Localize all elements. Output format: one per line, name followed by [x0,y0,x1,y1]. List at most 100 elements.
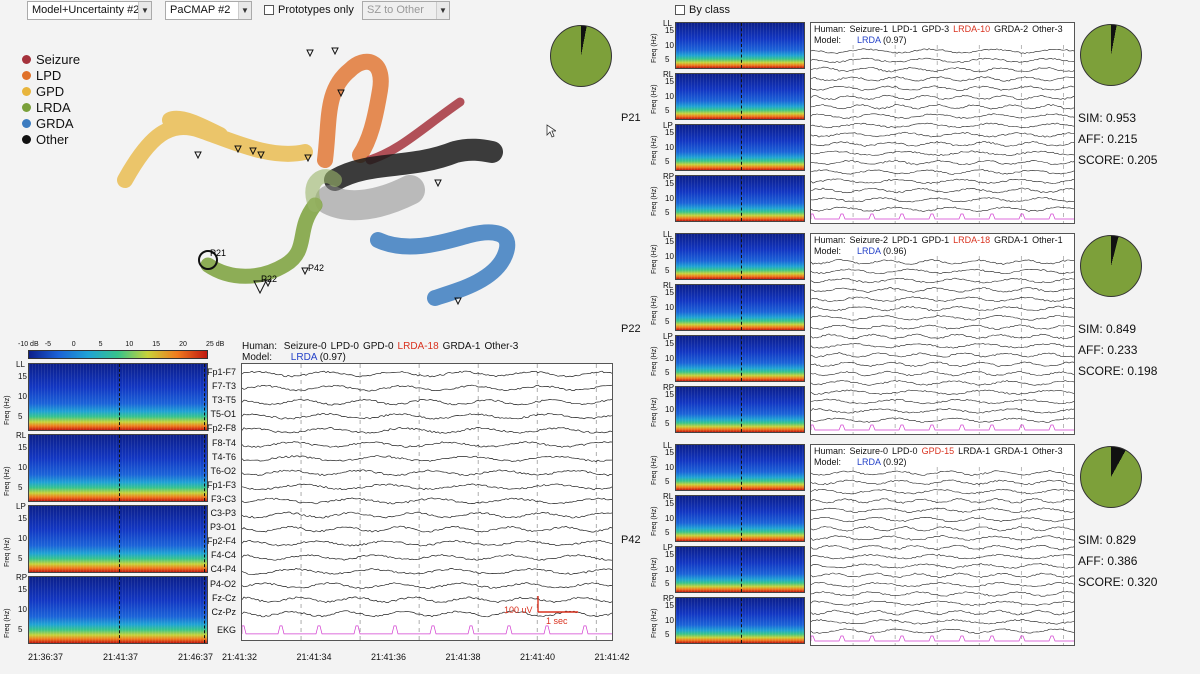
prototype-pie-chart [1080,446,1142,508]
colorbar-tick: 15 [152,341,161,348]
checkbox-box[interactable] [675,5,685,15]
eeg-trace [811,563,1074,569]
colorbar-tick: 0 [71,341,76,348]
sim-value: SIM: 0.953 [1078,111,1137,125]
eeg-trace [811,398,1074,405]
chevron-down-icon[interactable]: ▼ [238,2,251,19]
prototype-spectrogram [675,284,805,331]
model-label: Model: [814,35,842,45]
legend-label: GPD [36,83,65,99]
region-label: LP [663,332,673,341]
channel-label: P4-O2 [209,578,236,589]
freq-axis-label: Freq (Hz) [651,33,658,63]
prototypes-only-checkbox[interactable]: Prototypes only [264,4,354,16]
main-spectrogram [28,363,208,431]
region-label: RP [16,573,28,582]
channel-label: C4-P4 [210,564,236,575]
sz-select[interactable]: SZ to Other ▼ [362,1,450,20]
ekg-trace [811,213,1074,220]
freq-axis-label: Freq (Hz) [651,84,658,114]
channel-label: T6-O2 [210,465,236,476]
prototype-spectrogram [675,597,805,644]
cursor-line [741,547,742,592]
chevron-down-icon[interactable]: ▼ [436,2,449,19]
main-pie-chart [550,25,612,87]
eeg-trace [811,417,1074,423]
vote-count: GPD-1 [921,235,950,245]
eeg-trace [811,380,1074,386]
eeg-trace [242,483,612,491]
prototype-eeg-plot[interactable]: Human: Seizure-1 LPD-1 GPD-3 LRDA-10 GRDA-2 Ot… [810,22,1075,224]
freq-axis-label: Freq (Hz) [651,346,658,376]
map-select[interactable]: PaCMAP #2 ▼ [165,1,252,20]
vote-count: GRDA-1 [994,235,1029,245]
main-eeg-plot[interactable]: 100 uV 1 sec [241,363,613,641]
cursor-line [741,74,742,119]
eeg-trace [811,535,1074,541]
chevron-down-icon[interactable]: ▼ [138,2,151,19]
eeg-trace [811,479,1074,486]
human-label: Human: [814,446,846,456]
by-class-checkbox[interactable]: By class [675,4,730,16]
eeg-trace [811,197,1074,203]
prototype-eeg-plot[interactable]: Human: Seizure-2 LPD-1 GPD-1 LRDA-18 GRDA-1 Ot… [810,233,1075,435]
prototype-eeg-plot[interactable]: Human: Seizure-0 LPD-0 GPD-15 LRDA-1 GRDA-1 Ot… [810,444,1075,646]
legend-item: GPD [22,83,80,99]
legend-dot-icon [22,70,31,80]
channel-label: F8-T4 [211,437,236,448]
vote-count: Seizure-2 [849,235,889,245]
colorbar-tick: 20 [179,341,187,348]
prototype-model-class: LRDA [857,35,882,45]
prototype-pie-chart [1080,24,1142,86]
by-class-label: By class [689,4,730,16]
freq-tick: 5 [665,105,670,115]
eeg-trace [811,408,1074,414]
main-vote-list: Seizure-0 LPD-0 GPD-0 LRDA-18 GRDA-1 Other-3 [280,341,519,352]
prototype-id: P21 [621,112,641,124]
legend-dot-icon [22,86,31,96]
aff-value: AFF: 0.215 [1078,132,1138,146]
channel-label: Cz-Pz [211,606,237,617]
prototype-model-conf: (0.92) [883,457,907,467]
prototype-id: P22 [621,323,641,335]
legend-dot-icon [22,118,31,128]
freq-tick: 5 [665,367,670,377]
model-select[interactable]: Model+Uncertainty #2 ▼ [27,1,152,20]
freq-axis-label: Freq (Hz) [651,295,658,325]
channel-label: Fp2-F4 [206,536,236,547]
eeg-trace [242,398,612,406]
freq-tick: 15 [665,179,674,189]
class-legend: Seizure LPD GPD LRDA GRDA Other [22,51,80,147]
freq-axis-label: Freq (Hz) [651,135,658,165]
eeg-trace [242,384,612,392]
vote-count: LRDA-10 [953,24,991,34]
freq-tick: 15 [665,77,674,87]
vote-count: Other-3 [1032,446,1063,456]
eeg-trace [811,488,1074,495]
eeg-trace [242,539,612,547]
freq-tick: 10 [665,513,674,523]
ekg-trace [242,625,612,635]
eeg-trace [811,141,1074,147]
scale-bar [537,596,578,613]
eeg-trace [242,413,612,420]
eeg-trace [811,324,1074,330]
checkbox-box[interactable] [264,5,274,15]
embedding-map[interactable]: P21 P22 P42 [110,40,530,310]
cursor-line [741,234,742,279]
freq-tick: 15 [665,339,674,349]
vote-count: LPD-0 [330,341,359,352]
colorbar-tick: -5 [44,341,52,348]
eeg-time-tick: 21:41:38 [445,652,481,662]
cursor-line [119,577,120,643]
eeg-trace [811,370,1074,377]
gpd-cluster [117,110,313,188]
legend-label: LPD [36,67,62,83]
freq-tick: 15 [665,288,674,298]
freq-tick: 5 [18,483,23,493]
freq-tick: 10 [665,404,674,414]
prototype-spectrogram [675,22,805,69]
channel-label: Fz-Cz [212,592,236,603]
freq-tick: 15 [665,499,674,509]
legend-item: Other [22,131,80,147]
